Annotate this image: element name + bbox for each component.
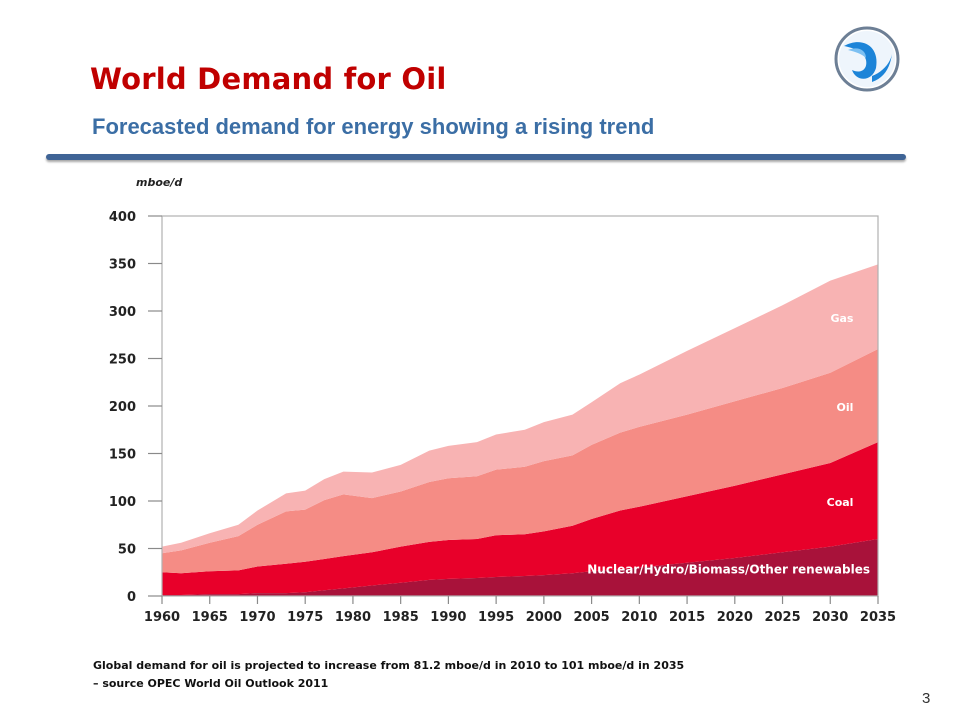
x-tick-label-2015: 2015 <box>669 610 705 625</box>
series-label-nuclear-hydro-biomass-other-renewables: Nuclear/Hydro/Biomass/Other renewables <box>587 562 870 576</box>
x-tick-label-1990: 1990 <box>430 610 466 625</box>
y-tick-label-200: 200 <box>109 400 136 415</box>
x-tick-label-2000: 2000 <box>526 610 562 625</box>
y-tick-label-350: 350 <box>109 258 136 273</box>
source-caption: Global demand for oil is projected to in… <box>93 657 684 693</box>
caption-line-1: Global demand for oil is projected to in… <box>93 659 685 672</box>
x-tick-label-2020: 2020 <box>717 610 753 625</box>
x-tick-label-2005: 2005 <box>574 610 610 625</box>
slide-title: World Demand for Oil <box>90 62 447 96</box>
y-axis-unit-label: mboe/d <box>136 176 182 189</box>
x-tick-label-2030: 2030 <box>812 610 848 625</box>
x-tick-label-1985: 1985 <box>383 610 419 625</box>
x-tick-label-1980: 1980 <box>335 610 371 625</box>
x-tick-label-2010: 2010 <box>621 610 657 625</box>
page-number: 3 <box>922 690 931 707</box>
series-label-oil: Oil <box>837 401 854 414</box>
x-tick-label-1975: 1975 <box>287 610 323 625</box>
y-tick-label-0: 0 <box>127 590 136 605</box>
x-tick-label-2035: 2035 <box>860 610 896 625</box>
title-divider <box>46 154 906 160</box>
x-tick-label-1970: 1970 <box>239 610 275 625</box>
y-tick-label-400: 400 <box>109 210 136 225</box>
x-tick-label-1965: 1965 <box>192 610 228 625</box>
area-coal <box>162 442 878 595</box>
slide-subtitle: Forecasted demand for energy showing a r… <box>92 114 655 139</box>
area-gas <box>162 264 878 554</box>
series-label-coal: Coal <box>827 496 854 509</box>
y-tick-label-250: 250 <box>109 353 136 368</box>
area-nuclear-hydro-biomass-other-renewables <box>162 539 878 596</box>
y-tick-label-100: 100 <box>109 495 136 510</box>
caption-line-2: – source OPEC World Oil Outlook 2011 <box>93 677 329 690</box>
x-tick-label-1960: 1960 <box>144 610 180 625</box>
x-tick-label-2025: 2025 <box>764 610 800 625</box>
area-oil <box>162 349 878 574</box>
y-tick-label-150: 150 <box>109 448 136 463</box>
series-label-gas: Gas <box>830 312 853 325</box>
y-tick-label-300: 300 <box>109 305 136 320</box>
y-tick-label-50: 50 <box>118 543 136 558</box>
x-tick-label-1995: 1995 <box>478 610 514 625</box>
blue-swirl-logo-icon <box>834 26 900 92</box>
